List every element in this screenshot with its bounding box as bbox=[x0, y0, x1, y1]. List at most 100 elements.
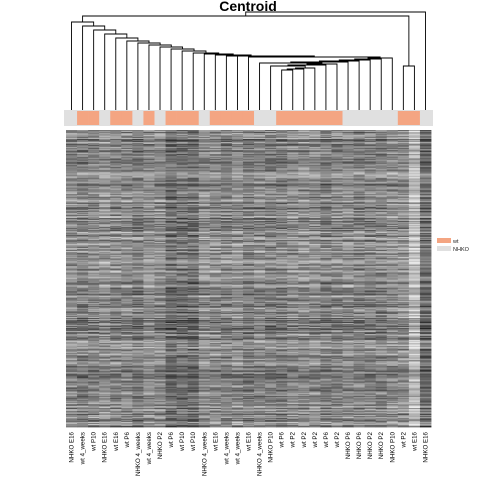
heatmap-cell bbox=[143, 179, 155, 181]
heatmap-cell bbox=[386, 130, 399, 133]
heatmap-cell bbox=[187, 239, 200, 242]
heatmap-cell bbox=[99, 153, 111, 156]
heatmap-cell bbox=[342, 153, 354, 156]
heatmap-cell bbox=[242, 233, 255, 236]
heatmap-cell bbox=[77, 160, 89, 163]
heatmap-cell bbox=[265, 219, 277, 221]
heatmap-cell bbox=[143, 173, 155, 175]
heatmap-cell bbox=[419, 239, 432, 242]
heatmap-cell bbox=[419, 270, 432, 272]
heatmap-cell bbox=[342, 233, 354, 236]
heatmap-cell bbox=[397, 248, 410, 251]
heatmap-cell bbox=[419, 246, 432, 249]
heatmap-cell bbox=[342, 169, 354, 171]
heatmap-cell bbox=[254, 165, 266, 168]
heatmap-cell bbox=[242, 156, 255, 159]
heatmap-cell bbox=[99, 176, 111, 178]
heatmap-cell bbox=[154, 142, 166, 145]
heatmap-cell bbox=[408, 219, 421, 221]
heatmap-cell bbox=[187, 222, 200, 224]
heatmap-cell bbox=[121, 258, 133, 261]
heatmap-cell bbox=[88, 225, 100, 227]
heatmap-cell bbox=[220, 173, 233, 175]
heatmap-cell bbox=[419, 272, 432, 274]
heatmap-cell bbox=[209, 161, 222, 164]
heatmap-cell bbox=[143, 198, 155, 200]
heatmap-cell bbox=[419, 174, 432, 176]
heatmap-cell bbox=[143, 174, 155, 176]
heatmap-cell bbox=[198, 215, 211, 217]
heatmap-cell bbox=[242, 181, 255, 183]
heatmap-cell bbox=[331, 214, 343, 216]
heatmap-cell bbox=[99, 197, 111, 199]
heatmap-cell bbox=[364, 262, 377, 265]
heatmap-cell bbox=[231, 229, 244, 231]
heatmap-cell bbox=[419, 263, 432, 266]
heatmap-cell bbox=[110, 174, 122, 176]
heatmap-cell bbox=[220, 154, 233, 157]
heatmap-cell bbox=[242, 163, 255, 166]
heatmap-cell bbox=[132, 197, 144, 199]
heatmap-cell bbox=[375, 178, 388, 180]
heatmap-cell bbox=[99, 247, 111, 250]
heatmap-cell bbox=[176, 255, 189, 258]
heatmap-cell bbox=[88, 228, 100, 230]
heatmap-cell bbox=[121, 242, 133, 245]
heatmap-cell bbox=[187, 176, 200, 178]
heatmap-cell bbox=[309, 271, 321, 273]
heatmap-cell bbox=[342, 144, 354, 147]
heatmap-cell bbox=[364, 141, 377, 144]
heatmap-cell bbox=[397, 271, 410, 273]
heatmap-cell bbox=[143, 168, 155, 170]
heatmap-cell bbox=[231, 192, 244, 194]
heatmap-cell bbox=[242, 235, 255, 238]
heatmap-cell bbox=[265, 191, 277, 193]
heatmap-cell bbox=[66, 180, 78, 182]
heatmap-cell bbox=[132, 213, 144, 215]
heatmap-cell bbox=[353, 233, 366, 236]
heatmap-cell bbox=[364, 204, 377, 206]
heatmap-cell bbox=[154, 196, 166, 198]
heatmap-cell bbox=[386, 256, 399, 259]
heatmap-cell bbox=[287, 190, 299, 192]
heatmap-cell bbox=[309, 252, 321, 255]
heatmap-cell bbox=[209, 139, 222, 142]
heatmap-cell bbox=[198, 178, 211, 180]
heatmap-cell bbox=[209, 276, 222, 278]
heatmap-cell bbox=[77, 200, 89, 202]
heatmap-cell bbox=[254, 226, 266, 228]
heatmap-cell bbox=[265, 263, 277, 266]
heatmap-cell bbox=[209, 203, 222, 205]
heatmap-cell bbox=[209, 160, 222, 163]
heatmap-cell bbox=[187, 253, 200, 256]
heatmap-cell bbox=[99, 230, 111, 233]
heatmap-cell bbox=[242, 153, 255, 156]
heatmap-cell bbox=[154, 267, 166, 269]
heatmap-cell bbox=[254, 196, 266, 198]
heatmap-cell bbox=[353, 260, 366, 263]
heatmap-cell bbox=[121, 143, 133, 146]
heatmap-cell bbox=[231, 158, 244, 161]
heatmap-cell bbox=[309, 203, 321, 205]
heatmap-cell bbox=[110, 130, 122, 133]
heatmap-cell bbox=[397, 272, 410, 274]
heatmap-cell bbox=[165, 183, 178, 185]
heatmap-cell bbox=[121, 178, 133, 180]
heatmap-cell bbox=[386, 249, 399, 252]
heatmap-cell bbox=[397, 151, 410, 154]
heatmap-cell bbox=[66, 233, 78, 236]
heatmap-cell bbox=[99, 262, 111, 265]
heatmap-cell bbox=[165, 218, 178, 220]
heatmap-cell bbox=[419, 210, 432, 212]
dendrogram-branch bbox=[306, 63, 338, 110]
heatmap-cell bbox=[331, 236, 343, 239]
heatmap-cell bbox=[331, 142, 343, 145]
heatmap-cell bbox=[298, 274, 310, 276]
heatmap-cell bbox=[342, 229, 354, 232]
heatmap-cell bbox=[287, 230, 299, 233]
heatmap-cell bbox=[397, 223, 410, 225]
heatmap-cell bbox=[88, 191, 100, 193]
heatmap-cell bbox=[209, 271, 222, 273]
heatmap-cell bbox=[209, 275, 222, 277]
heatmap-cell bbox=[397, 209, 410, 211]
